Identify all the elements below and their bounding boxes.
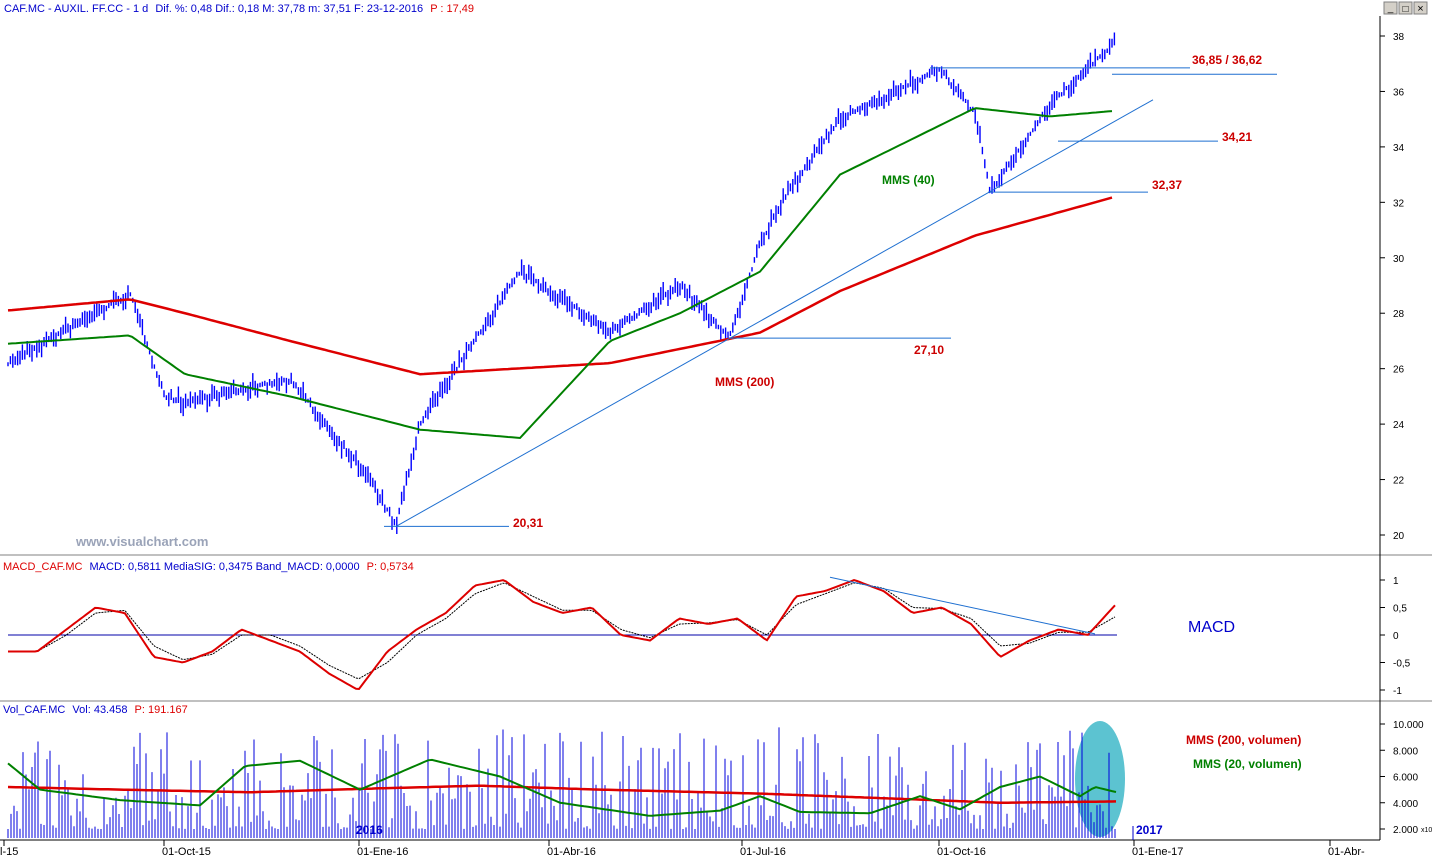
price-tick-label: 28 xyxy=(1393,309,1405,320)
volume-values: Vol: 43.458 xyxy=(72,704,127,716)
svg-text:MACD_CAF.MC MACD: 0,5811: MACD_CAF.MC MACD: 0,5811 MediaSIG: 0,347… xyxy=(3,561,414,573)
macd-tick-label: 1 xyxy=(1393,576,1399,587)
volume-tick-label: 10.000 xyxy=(1393,720,1424,731)
mms40-line xyxy=(7,107,1113,440)
x-tick-label: 01-Oct-16 xyxy=(937,846,986,857)
price-tick-label: 36 xyxy=(1393,87,1405,98)
watermark: www.visualchart.com xyxy=(75,534,208,549)
svg-text:CAF.MC - AUXIL. FF.CC - 1 d: CAF.MC - AUXIL. FF.CC - 1 d Dif. %: 0,48… xyxy=(4,3,474,15)
macd-line xyxy=(8,579,1116,691)
resistance-label: 36,85 / 36,62 xyxy=(1192,53,1262,67)
mms200-label: MMS (200) xyxy=(715,375,774,389)
volume-bars xyxy=(7,727,1116,838)
x-tick-label: 01-Oct-15 xyxy=(162,846,211,857)
macd-label: MACD xyxy=(1188,619,1235,636)
support-label-3237: 32,37 xyxy=(1152,178,1182,192)
macd-panel: 1 0,5 0 -0,5 -1 xyxy=(8,576,1411,697)
x-tick-label: 01-Abr-16 xyxy=(547,846,596,857)
year-label-2016: 2016 xyxy=(356,823,383,837)
price-tick-label: 22 xyxy=(1393,476,1405,487)
price-p-value: P : 17,49 xyxy=(430,3,474,15)
price-tick-label: 38 xyxy=(1393,32,1405,43)
restore-button[interactable]: □ xyxy=(1398,1,1413,15)
minimize-icon: _ xyxy=(1387,3,1394,14)
price-tick-label: 34 xyxy=(1393,143,1405,154)
x-tick-label: 01-Jul-16 xyxy=(740,846,786,857)
close-icon: × xyxy=(1417,3,1423,15)
x-axis: l-15 01-Oct-15 01-Ene-16 01-Abr-16 01-Jul-16… xyxy=(0,840,1365,857)
volume-tick-label: 8.000 xyxy=(1393,746,1418,757)
x-tick-label: l-15 xyxy=(0,846,18,857)
volume-tick-label: 6.000 xyxy=(1393,773,1418,784)
price-tick-label: 24 xyxy=(1393,420,1405,431)
price-tick-label: 20 xyxy=(1393,531,1405,542)
price-tick-label: 26 xyxy=(1393,365,1405,376)
low-label-2031: 20,31 xyxy=(513,516,543,530)
macd-p-value: P: 0,5734 xyxy=(367,561,414,573)
uptrend-line xyxy=(395,99,1154,527)
macd-tick-label: -1 xyxy=(1393,686,1402,697)
x-tick-label: 01-Abr- xyxy=(1328,846,1365,857)
chart-title: CAF.MC - AUXIL. FF.CC - 1 d xyxy=(4,3,148,15)
price-panel: 20 22 24 26 28 30 32 34 36 38 xyxy=(7,32,1405,542)
volume-scale-label: x10 xyxy=(1421,827,1432,834)
mms200-line xyxy=(7,196,1113,376)
price-tick-label: 32 xyxy=(1393,198,1405,209)
macd-tick-label: -0,5 xyxy=(1393,659,1411,670)
support-label-2710: 27,10 xyxy=(914,343,944,357)
macd-trendline xyxy=(829,576,1096,635)
vol-mms20-label: MMS (20, volumen) xyxy=(1193,757,1302,771)
macd-values: MACD: 0,5811 MediaSIG: 0,3475 Band_MACD:… xyxy=(90,561,360,573)
volume-tick-label: 4.000 xyxy=(1393,799,1418,810)
x-tick-label: 01-Ene-16 xyxy=(357,846,408,857)
volume-mms20-line xyxy=(7,758,1117,817)
volume-p-value: P: 191.167 xyxy=(135,704,188,716)
macd-tick-label: 0,5 xyxy=(1393,604,1407,615)
restore-icon: □ xyxy=(1402,4,1408,15)
mms40-label: MMS (40) xyxy=(882,173,935,187)
volume-tick-label: 2.000 xyxy=(1393,825,1418,836)
price-bars xyxy=(7,32,1116,534)
svg-text:Vol_CAF.MC Vol: 43.458: Vol_CAF.MC Vol: 43.458 P: 191.167 xyxy=(3,704,188,716)
price-tick-label: 30 xyxy=(1393,254,1405,265)
close-button[interactable]: × xyxy=(1413,1,1428,15)
minimize-button[interactable]: _ xyxy=(1383,1,1398,15)
x-tick-label: 01-Ene-17 xyxy=(1132,846,1183,857)
volume-panel: 10.000 8.000 6.000 4.000 2.000 xyxy=(7,720,1424,838)
macd-title: MACD_CAF.MC xyxy=(3,561,83,573)
macd-signal-line xyxy=(8,582,1116,680)
price-stats: Dif. %: 0,48 Dif.: 0,18 M: 37,78 m: 37,5… xyxy=(155,3,423,15)
macd-tick-label: 0 xyxy=(1393,631,1399,642)
vol-mms200-label: MMS (200, volumen) xyxy=(1186,733,1301,747)
volume-title: Vol_CAF.MC xyxy=(3,704,65,716)
year-label-2017: 2017 xyxy=(1136,823,1163,837)
support-label-3421: 34,21 xyxy=(1222,130,1252,144)
